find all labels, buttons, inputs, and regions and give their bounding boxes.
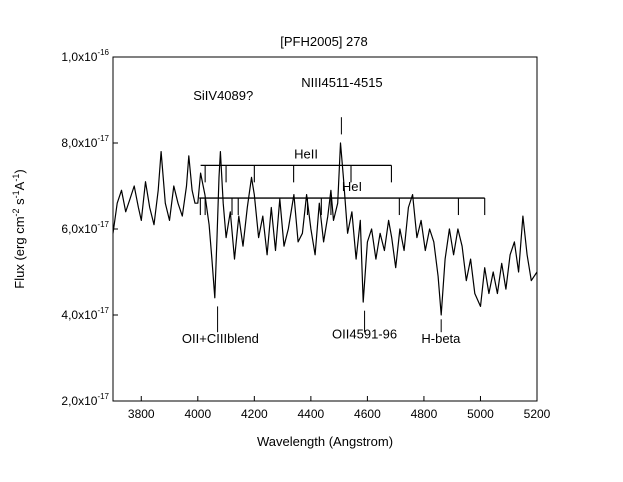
hbeta-label: H-beta [421, 331, 461, 346]
y-tick-label: 1,0x10-16 [61, 48, 109, 64]
x-axis: 3800 4000 4200 4400 4600 4800 5000 5200 [128, 396, 551, 421]
niii-label: NIII4511-4515 [301, 75, 382, 90]
spectrum-series-line [112, 142, 538, 316]
y-tick-label-exp: -16 [97, 48, 109, 57]
y-axis-label-flux: Flux (erg cm [12, 216, 27, 288]
x-tick-label: 4800 [411, 407, 438, 421]
y-tick-label: 4,0x10-17 [61, 306, 109, 322]
y-axis-label-s: s [12, 198, 27, 209]
y-axis-label: Flux (erg cm-2 s-1A-1) [11, 169, 27, 288]
annotations: SiIV4089? NIII4511-4515 OII+CIIIblend OII45… [182, 75, 461, 346]
x-tick-label: 4000 [184, 407, 211, 421]
x-tick-label: 4600 [354, 407, 381, 421]
y-tick-label-exp: -17 [97, 392, 109, 401]
y-tick-label-base: 6,0x10 [61, 222, 97, 236]
x-tick-label: 5000 [467, 407, 494, 421]
plot-frame [112, 56, 538, 402]
y-tick-label-base: 1,0x10 [61, 50, 97, 64]
y-axis-label-close: ) [12, 169, 27, 173]
y-tick-label-exp: -17 [97, 134, 109, 143]
y-tick-label: 6,0x10-17 [61, 220, 109, 236]
y-tick-label-base: 8,0x10 [61, 136, 97, 150]
y-axis-label-a: A [12, 181, 27, 190]
y-axis-label-exp1: -2 [11, 208, 21, 216]
chart-title: [PFH2005] 278 [280, 34, 367, 49]
y-tick-label-base: 2,0x10 [61, 394, 97, 408]
x-tick-label: 4200 [241, 407, 268, 421]
y-axis-label-exp3: -1 [11, 174, 21, 182]
x-tick-label: 4400 [298, 407, 325, 421]
hei-ladder-label: HeI [342, 179, 362, 194]
oii4591-label: OII4591-96 [332, 327, 397, 342]
y-tick-label-exp: -17 [97, 306, 109, 315]
y-tick-label-exp: -17 [97, 220, 109, 229]
x-tick-label: 3800 [128, 407, 155, 421]
y-tick-label-base: 4,0x10 [61, 308, 97, 322]
line-ladders: HeII HeI [199, 146, 486, 216]
oii-ciii-label: OII+CIIIblend [182, 331, 259, 346]
y-tick-label: 2,0x10-17 [61, 392, 109, 408]
y-axis: 2,0x10-174,0x10-176,0x10-178,0x10-171,0x… [61, 48, 118, 408]
siiv-label: SiIV4089? [193, 88, 253, 103]
x-tick-label: 5200 [524, 407, 551, 421]
y-axis-label-exp2: -1 [11, 190, 21, 198]
heii-ladder-label: HeII [294, 146, 318, 161]
x-axis-label: Wavelength (Angstrom) [257, 434, 393, 449]
y-tick-label: 8,0x10-17 [61, 134, 109, 150]
